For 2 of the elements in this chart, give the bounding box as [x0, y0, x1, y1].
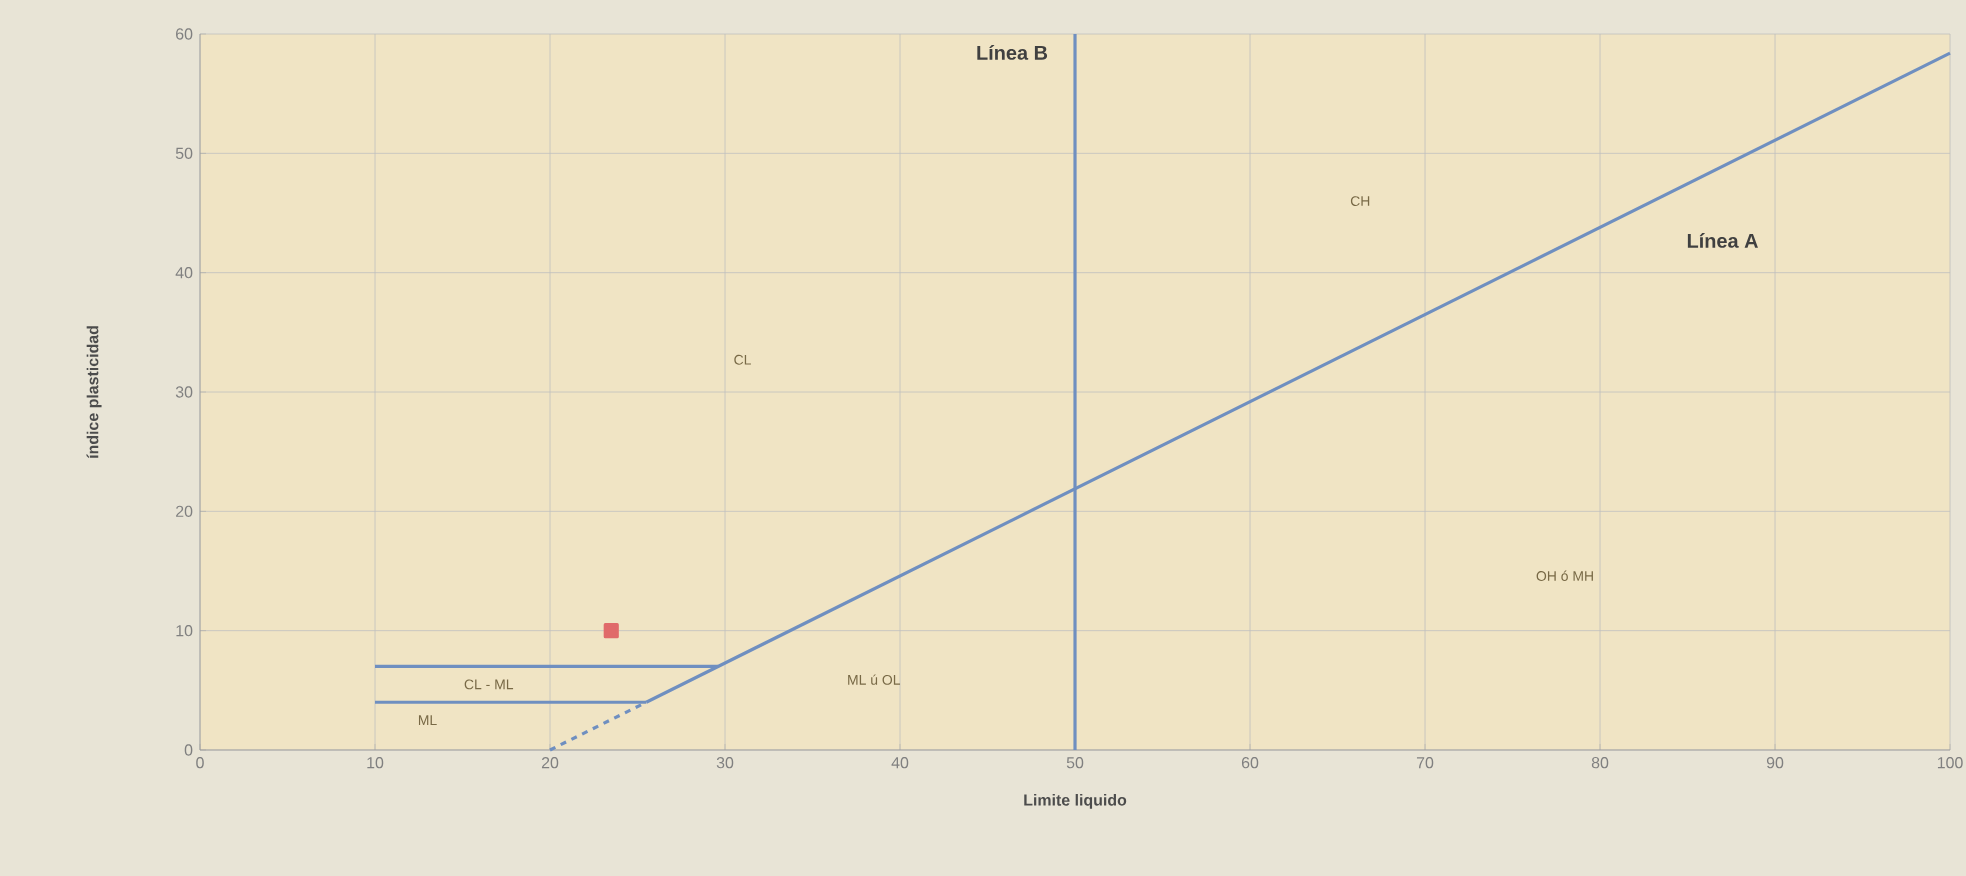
ref-line-label: Línea B [977, 45, 1048, 60]
annotation: Línea A [1687, 233, 1758, 248]
